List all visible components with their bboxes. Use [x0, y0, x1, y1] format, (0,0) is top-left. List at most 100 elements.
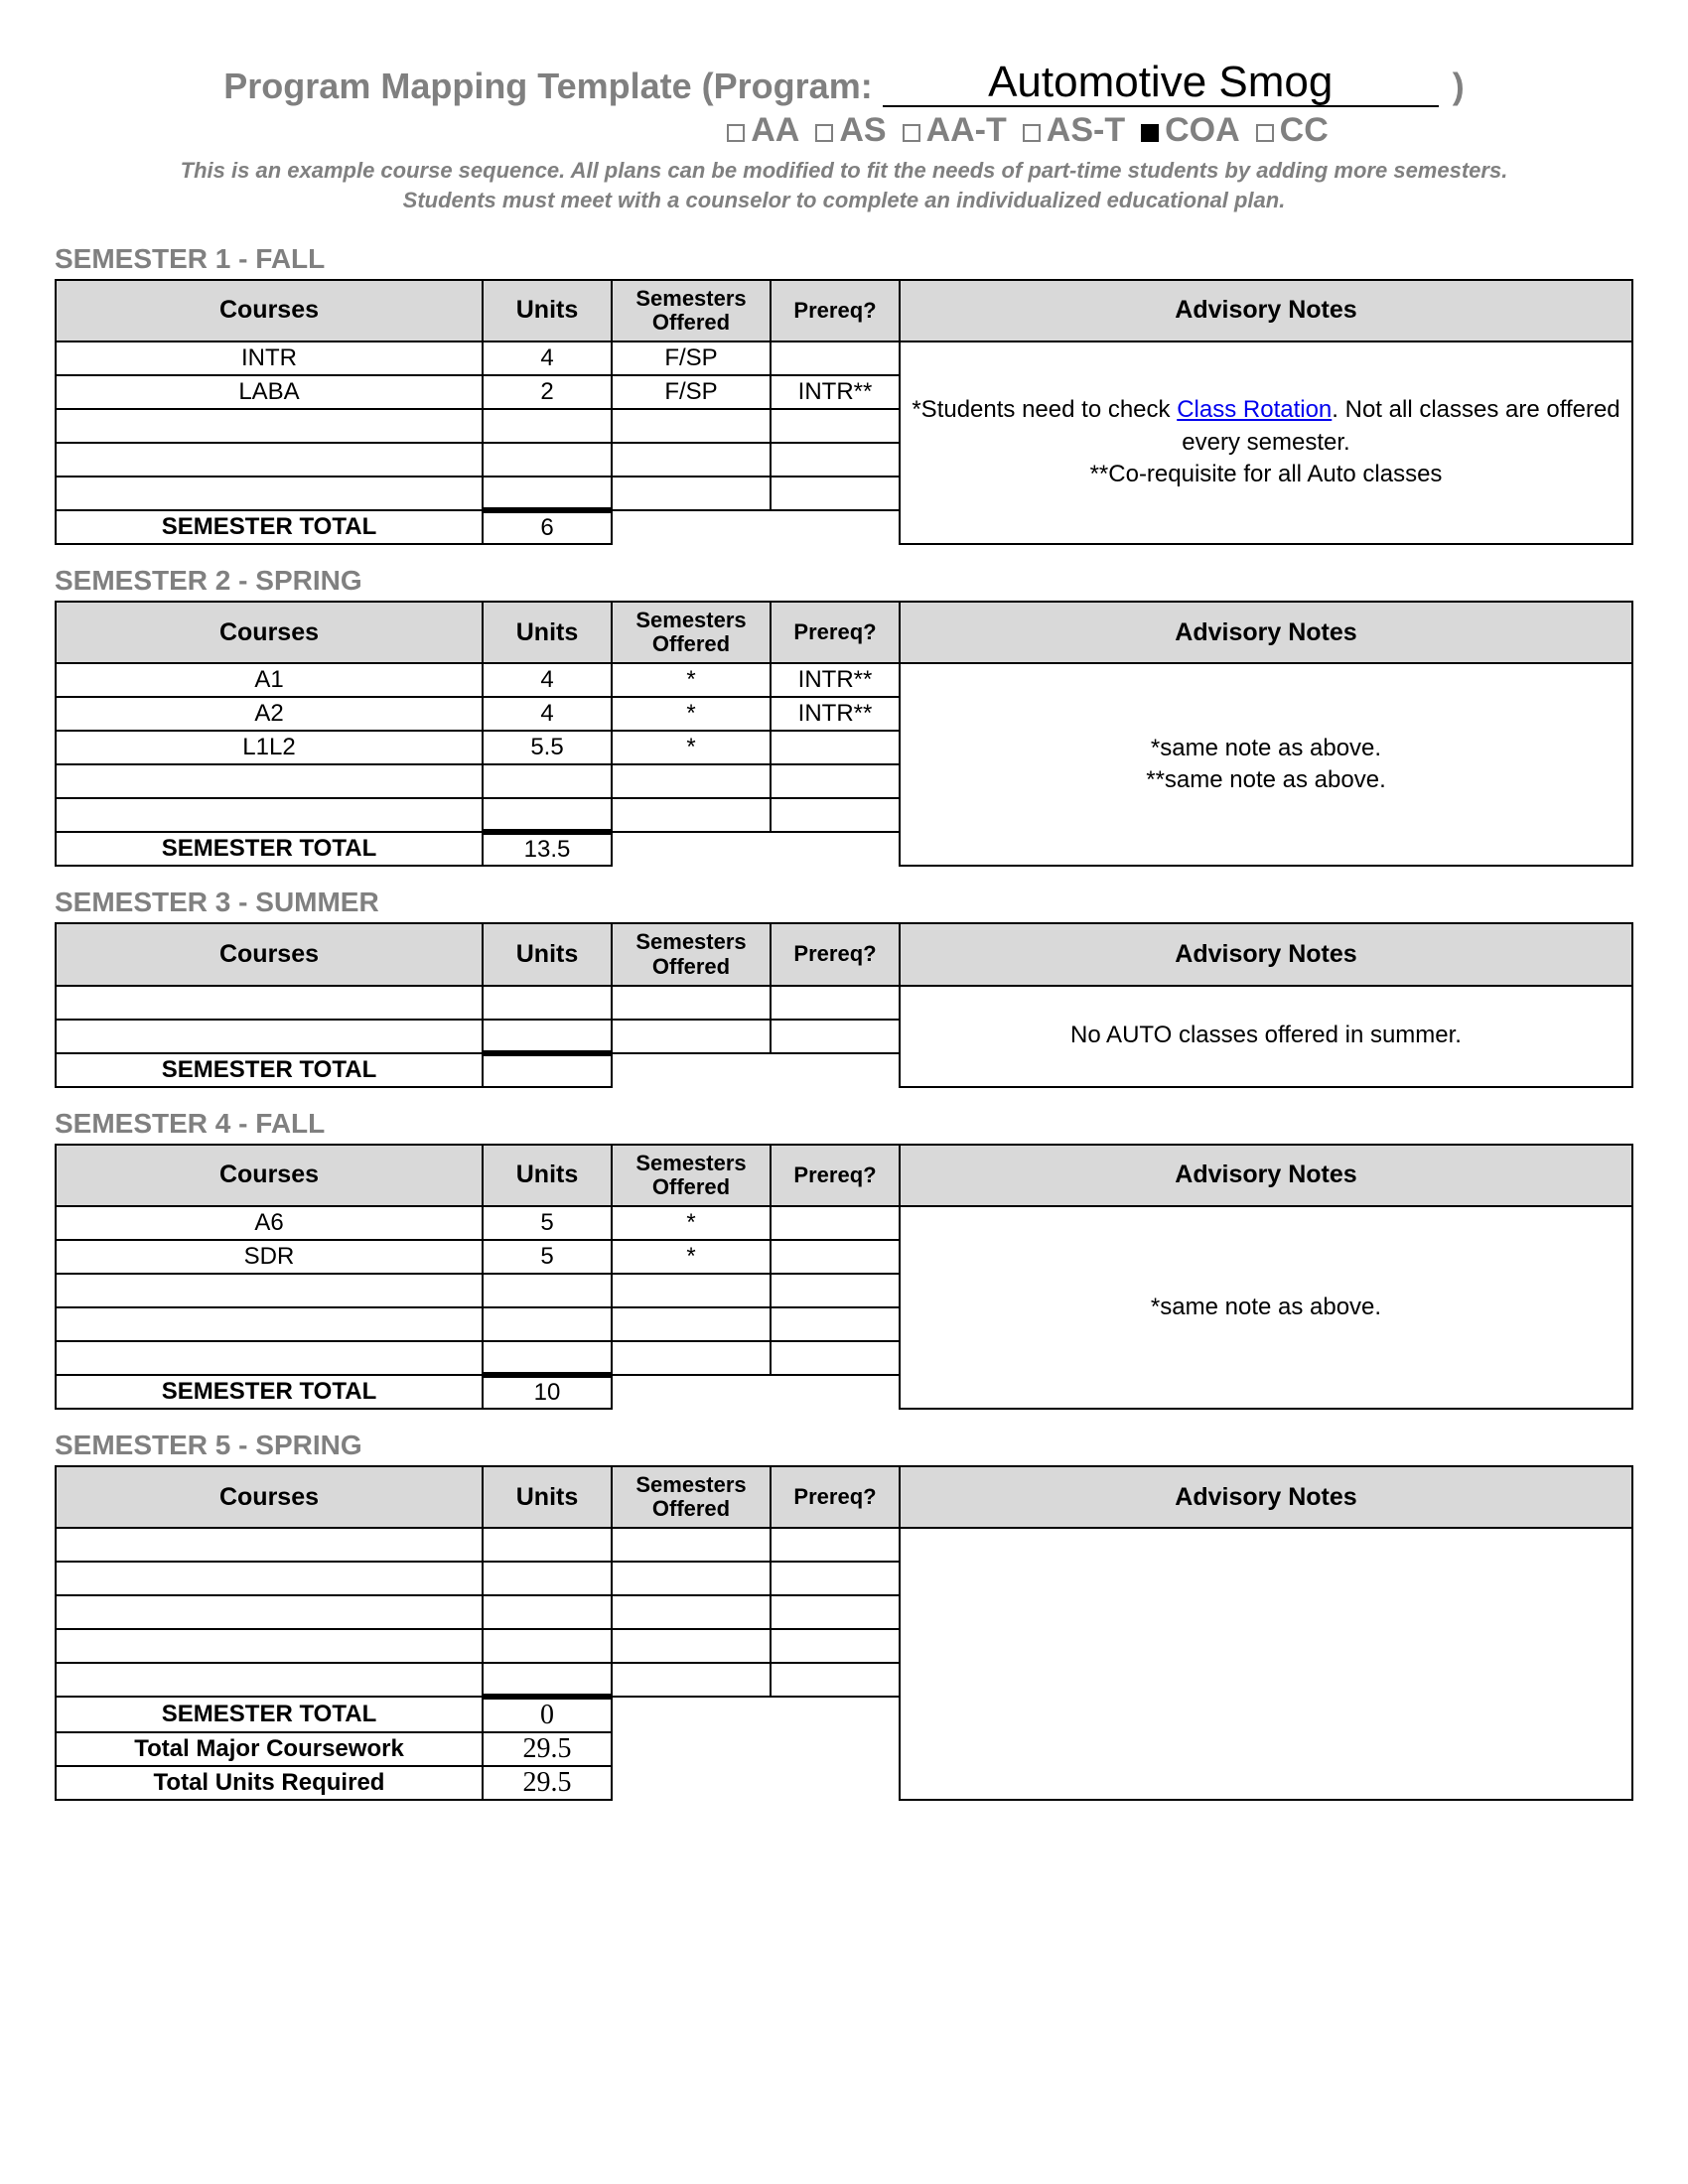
col-header-advisory: Advisory Notes: [900, 602, 1632, 663]
col-header-advisory: Advisory Notes: [900, 1466, 1632, 1528]
cell-prereq: INTR**: [771, 663, 900, 697]
col-header-offered: Semesters Offered: [612, 1466, 771, 1528]
semester-total-label: SEMESTER TOTAL: [56, 1375, 483, 1409]
total_major-label: Total Major Coursework: [56, 1732, 483, 1766]
degree-option-as-t[interactable]: AS-T: [1023, 111, 1125, 150]
semester-table: CoursesUnitsSemesters OfferedPrereq?Advi…: [55, 1465, 1633, 1801]
cell-course: A2: [56, 697, 483, 731]
col-header-courses: Courses: [56, 1466, 483, 1528]
cell-course: A1: [56, 663, 483, 697]
col-header-prereq: Prereq?: [771, 1145, 900, 1206]
spacer: [612, 1053, 900, 1087]
col-header-courses: Courses: [56, 602, 483, 663]
cell-prereq: [771, 1274, 900, 1307]
cell-prereq: [771, 986, 900, 1020]
cell-course: [56, 443, 483, 477]
degree-option-aa-t[interactable]: AA-T: [903, 111, 1007, 150]
cell-course: [56, 1562, 483, 1595]
cell-offered: *: [612, 1240, 771, 1274]
semester-total-label: SEMESTER TOTAL: [56, 1053, 483, 1087]
cell-units: 2: [483, 375, 612, 409]
cell-units: 5: [483, 1206, 612, 1240]
spacer: [612, 1732, 900, 1766]
cell-prereq: [771, 1240, 900, 1274]
advisory-notes: [900, 1528, 1632, 1800]
cell-units: 4: [483, 697, 612, 731]
col-header-offered: Semesters Offered: [612, 602, 771, 663]
degree-option-label: AS: [839, 111, 886, 150]
cell-units: [483, 477, 612, 510]
degree-option-coa[interactable]: COA: [1141, 111, 1240, 150]
cell-offered: [612, 1020, 771, 1053]
cell-prereq: [771, 1307, 900, 1341]
cell-course: [56, 986, 483, 1020]
cell-units: [483, 1341, 612, 1375]
cell-prereq: [771, 443, 900, 477]
degree-options: AA AS AA-T AS-T COA CC: [422, 111, 1633, 150]
cell-prereq: [771, 477, 900, 510]
cell-course: [56, 1341, 483, 1375]
semester-heading: SEMESTER 4 - FALL: [55, 1108, 1633, 1140]
col-header-offered: Semesters Offered: [612, 280, 771, 341]
cell-course: [56, 1274, 483, 1307]
cell-units: [483, 764, 612, 798]
degree-option-label: COA: [1165, 111, 1240, 150]
cell-offered: [612, 477, 771, 510]
semester-total-value: 0: [483, 1697, 612, 1732]
cell-course: LABA: [56, 375, 483, 409]
cell-offered: [612, 1341, 771, 1375]
checkbox-icon: [1141, 124, 1159, 142]
cell-offered: *: [612, 1206, 771, 1240]
col-header-advisory: Advisory Notes: [900, 923, 1632, 985]
cell-units: [483, 1307, 612, 1341]
cell-course: [56, 477, 483, 510]
cell-prereq: [771, 1528, 900, 1562]
cell-course: [56, 798, 483, 832]
cell-prereq: [771, 409, 900, 443]
cell-offered: *: [612, 663, 771, 697]
cell-prereq: [771, 764, 900, 798]
advisory-notes: *same note as above.**same note as above…: [900, 663, 1632, 866]
advisory-notes: *Students need to check Class Rotation. …: [900, 341, 1632, 544]
spacer: [612, 832, 900, 866]
cell-course: [56, 1663, 483, 1697]
total_required-label: Total Units Required: [56, 1766, 483, 1800]
program-name: Automotive Smog: [883, 60, 1439, 107]
cell-course: [56, 409, 483, 443]
cell-prereq: INTR**: [771, 697, 900, 731]
col-header-courses: Courses: [56, 1145, 483, 1206]
class-rotation-link[interactable]: Class Rotation: [1177, 396, 1332, 423]
semester-total-label: SEMESTER TOTAL: [56, 832, 483, 866]
col-header-offered: Semesters Offered: [612, 1145, 771, 1206]
degree-option-label: AA: [751, 111, 799, 150]
cell-prereq: [771, 798, 900, 832]
col-header-offered: Semesters Offered: [612, 923, 771, 985]
col-header-advisory: Advisory Notes: [900, 280, 1632, 341]
title-prefix: Program Mapping Template (Program:: [223, 66, 872, 107]
semester-total-value: 13.5: [483, 832, 612, 866]
checkbox-icon: [1256, 124, 1274, 142]
cell-units: 4: [483, 341, 612, 375]
cell-units: [483, 1663, 612, 1697]
cell-units: [483, 1528, 612, 1562]
cell-offered: [612, 986, 771, 1020]
semester-total-label: SEMESTER TOTAL: [56, 510, 483, 544]
total_major-value: 29.5: [483, 1732, 612, 1766]
semester-total-label: SEMESTER TOTAL: [56, 1697, 483, 1732]
col-header-prereq: Prereq?: [771, 1466, 900, 1528]
degree-option-aa[interactable]: AA: [727, 111, 799, 150]
cell-course: [56, 1307, 483, 1341]
cell-course: SDR: [56, 1240, 483, 1274]
cell-offered: [612, 1274, 771, 1307]
cell-prereq: INTR**: [771, 375, 900, 409]
checkbox-icon: [727, 124, 745, 142]
checkbox-icon: [815, 124, 833, 142]
cell-offered: [612, 1663, 771, 1697]
col-header-prereq: Prereq?: [771, 280, 900, 341]
cell-prereq: [771, 1629, 900, 1663]
col-header-prereq: Prereq?: [771, 923, 900, 985]
degree-option-as[interactable]: AS: [815, 111, 886, 150]
degree-option-cc[interactable]: CC: [1256, 111, 1329, 150]
cell-offered: [612, 1562, 771, 1595]
degree-option-label: AS-T: [1047, 111, 1125, 150]
